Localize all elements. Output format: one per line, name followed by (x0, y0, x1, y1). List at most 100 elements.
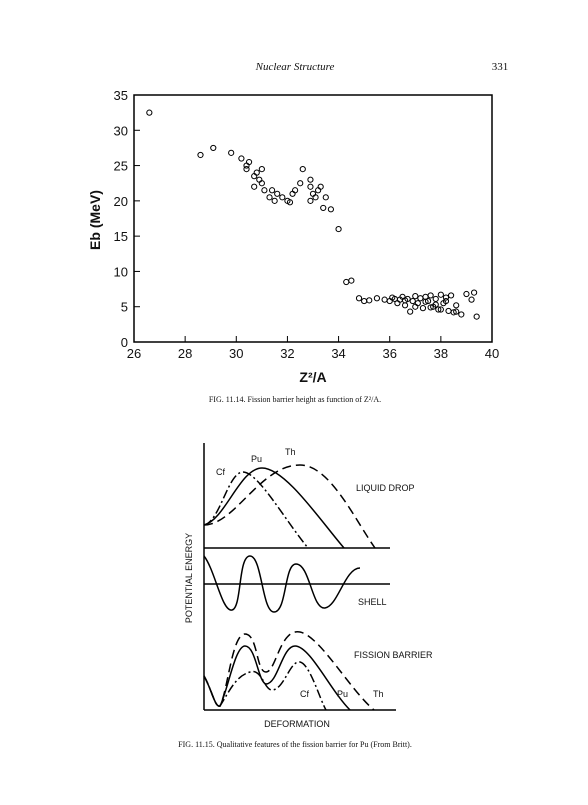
label: FISSION BARRIER (354, 650, 433, 660)
point (401, 297, 409, 304)
page-number: 331 (492, 61, 509, 73)
point (348, 277, 355, 284)
point (422, 298, 429, 305)
point (268, 187, 276, 194)
shell-curve (203, 555, 361, 613)
point (327, 206, 334, 213)
point (197, 151, 204, 159)
y-tick-label: 20 (114, 194, 128, 209)
point (307, 183, 314, 190)
point (299, 166, 306, 173)
point (361, 297, 368, 305)
point (312, 194, 319, 201)
point (432, 295, 439, 303)
point (258, 166, 265, 173)
point (274, 190, 281, 197)
point (453, 308, 460, 315)
point (437, 306, 444, 313)
point (424, 297, 432, 305)
label: LIQUID DROP (356, 483, 415, 493)
label: Th (285, 447, 296, 457)
point (473, 313, 480, 320)
x-tick-label: 38 (434, 346, 448, 361)
point (279, 194, 286, 201)
point (261, 187, 268, 194)
point (210, 144, 217, 152)
point (355, 295, 363, 302)
point (391, 295, 398, 303)
cf-barrier (203, 661, 327, 711)
header-title: Nuclear Structure (255, 61, 335, 73)
point (251, 183, 258, 190)
point (437, 291, 444, 298)
point (343, 278, 350, 286)
point (373, 295, 381, 302)
point (427, 292, 434, 299)
label: Th (373, 689, 384, 699)
y-tick-label: 35 (114, 88, 128, 103)
y-axis-label: Eb (MeV) (87, 190, 103, 250)
point (297, 180, 304, 187)
point (245, 158, 253, 166)
point (286, 199, 294, 206)
x-tick-label: 30 (229, 346, 243, 361)
y-label: POTENTIAL ENERGY (184, 533, 194, 623)
point (320, 204, 327, 212)
point (253, 169, 260, 176)
point (463, 290, 470, 298)
pu-curve (203, 467, 345, 549)
point (442, 294, 450, 301)
point (453, 302, 460, 309)
point (450, 309, 457, 316)
x-tick-label: 40 (485, 346, 499, 361)
point (445, 307, 452, 315)
y-tick-label: 25 (114, 159, 128, 174)
point (258, 180, 265, 187)
point (381, 296, 388, 303)
point (407, 308, 414, 315)
point (271, 197, 278, 204)
x-axis-label: Z²/A (299, 369, 326, 385)
point (458, 311, 465, 318)
point (427, 304, 434, 311)
x-label: DEFORMATION (264, 719, 330, 729)
label: Cf (300, 689, 309, 699)
plot-frame (133, 94, 493, 343)
point (468, 296, 475, 303)
point (335, 225, 342, 233)
y-tick-label: 0 (121, 335, 128, 350)
point (307, 176, 314, 183)
label: Pu (337, 689, 348, 699)
point (366, 297, 373, 304)
point (243, 166, 250, 173)
point (266, 194, 273, 201)
diagram-labels: Th Pu Cf LIQUID DROP SHELL FISSION BARRI… (184, 447, 433, 729)
point (435, 306, 442, 313)
diagram-curves (203, 443, 396, 711)
point (146, 109, 153, 116)
x-tick-label: 26 (127, 346, 141, 361)
point (238, 155, 245, 162)
point (417, 295, 424, 302)
point (322, 194, 329, 201)
point (442, 297, 450, 305)
point (317, 183, 324, 190)
point (307, 197, 314, 204)
x-tick-label: 34 (331, 346, 345, 361)
point (471, 289, 478, 296)
point (419, 305, 427, 312)
caption: FIG. 11.15. Qualitative features of the … (178, 740, 412, 749)
y-tick-label: 5 (121, 300, 128, 315)
point (292, 187, 299, 194)
label: SHELL (358, 597, 387, 607)
label: Cf (216, 467, 225, 477)
point (432, 301, 439, 308)
cf-curve (203, 471, 309, 549)
th-curve (203, 464, 376, 549)
point (412, 293, 419, 300)
point (401, 302, 409, 309)
point (228, 149, 235, 156)
x-tick-label: 28 (178, 346, 192, 361)
